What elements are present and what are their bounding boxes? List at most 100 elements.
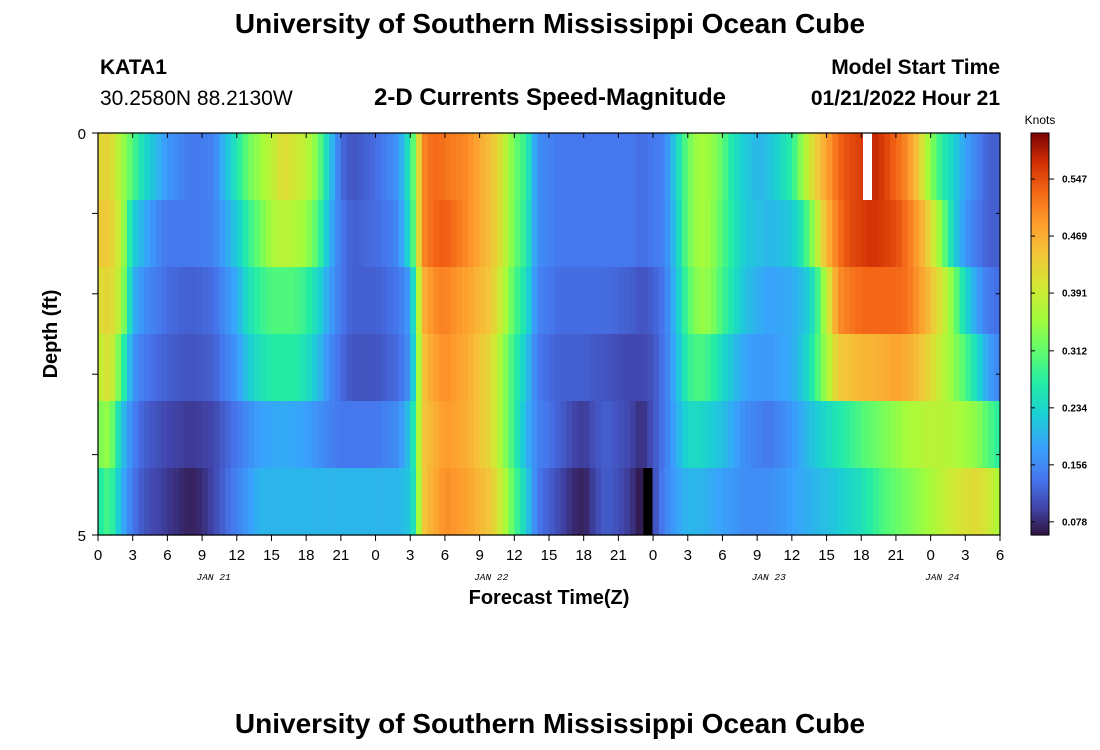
heat-cell bbox=[243, 267, 249, 335]
heat-cell bbox=[376, 401, 382, 469]
x-tick-label: 3 bbox=[129, 547, 137, 564]
heat-cell bbox=[821, 401, 827, 469]
heat-cell bbox=[514, 468, 520, 536]
heat-cell bbox=[578, 267, 584, 335]
heat-cell bbox=[798, 401, 804, 469]
heat-cell bbox=[260, 200, 266, 268]
heat-cell bbox=[642, 133, 648, 201]
heat-cell bbox=[896, 468, 902, 536]
heat-cell bbox=[746, 133, 752, 201]
heat-cell bbox=[526, 133, 532, 201]
heat-cell bbox=[561, 133, 567, 201]
colorbar-tick-label: 0.312 bbox=[1062, 346, 1087, 357]
heat-cell bbox=[98, 200, 104, 268]
heat-cell bbox=[456, 267, 462, 335]
heat-cell bbox=[138, 267, 144, 335]
heat-cell bbox=[601, 267, 607, 335]
heat-cell bbox=[324, 133, 330, 201]
heat-cell bbox=[717, 468, 723, 536]
heat-cell bbox=[561, 334, 567, 402]
heat-cell bbox=[884, 401, 890, 469]
heat-cell bbox=[942, 334, 948, 402]
heat-cell bbox=[925, 401, 931, 469]
heat-cell bbox=[936, 267, 942, 335]
heat-cell bbox=[318, 468, 324, 536]
heat-cell bbox=[746, 200, 752, 268]
heat-cell bbox=[809, 200, 815, 268]
heat-cell bbox=[757, 133, 763, 201]
heat-cell bbox=[283, 267, 289, 335]
heat-cell bbox=[514, 401, 520, 469]
heat-cell bbox=[803, 334, 809, 402]
heat-cell bbox=[110, 133, 116, 201]
heat-cell bbox=[653, 401, 659, 469]
heat-cell bbox=[919, 334, 925, 402]
heat-cell bbox=[144, 468, 150, 536]
heat-cell bbox=[404, 133, 410, 201]
heat-cell bbox=[173, 200, 179, 268]
heat-cell bbox=[977, 133, 983, 201]
heat-cell bbox=[902, 468, 908, 536]
heat-cell bbox=[630, 200, 636, 268]
heat-cell bbox=[659, 200, 665, 268]
heat-cell bbox=[861, 468, 867, 536]
heat-cell bbox=[855, 401, 861, 469]
heat-cell bbox=[960, 200, 966, 268]
heat-cell bbox=[971, 401, 977, 469]
heat-cell bbox=[618, 401, 624, 469]
heat-cell bbox=[584, 401, 590, 469]
heat-cell bbox=[636, 401, 642, 469]
heat-cell bbox=[792, 468, 798, 536]
heat-cell bbox=[254, 401, 260, 469]
heat-cell bbox=[150, 133, 156, 201]
heat-cell bbox=[347, 468, 353, 536]
heat-cell bbox=[416, 401, 422, 469]
heat-cell bbox=[566, 133, 572, 201]
heat-cell bbox=[988, 468, 994, 536]
heat-cell bbox=[503, 133, 509, 201]
heat-cell bbox=[572, 267, 578, 335]
heat-cell bbox=[873, 133, 879, 201]
heat-cell bbox=[832, 267, 838, 335]
heat-cell bbox=[329, 401, 335, 469]
heat-cell bbox=[815, 401, 821, 469]
heat-cell bbox=[121, 401, 127, 469]
heat-cell bbox=[659, 334, 665, 402]
heat-cell bbox=[769, 334, 775, 402]
colorbar-segment bbox=[1031, 133, 1049, 137]
heat-cell bbox=[936, 468, 942, 536]
heat-cell bbox=[653, 200, 659, 268]
heat-cell bbox=[711, 133, 717, 201]
heat-cell bbox=[428, 468, 434, 536]
heat-cell bbox=[358, 200, 364, 268]
heat-cell bbox=[931, 334, 937, 402]
heat-cell bbox=[433, 133, 439, 201]
heat-cell bbox=[127, 401, 133, 469]
heat-cell bbox=[167, 334, 173, 402]
heat-cell bbox=[399, 401, 405, 469]
heat-cell bbox=[98, 468, 104, 536]
heat-cell bbox=[769, 401, 775, 469]
heatmap-chart: 0 3 6 9 12 15 18 21 0 3 6 9 12 15 18 21 0 3 6 9 12 15 18 21 0 3 6J… bbox=[0, 0, 1100, 750]
heat-cell bbox=[277, 401, 283, 469]
heat-cell bbox=[451, 133, 457, 201]
heat-cell bbox=[919, 133, 925, 201]
heat-cell bbox=[410, 468, 416, 536]
heat-cell bbox=[572, 334, 578, 402]
heat-cell bbox=[376, 267, 382, 335]
heat-cell bbox=[462, 267, 468, 335]
heat-cell bbox=[191, 468, 197, 536]
heat-cell bbox=[451, 334, 457, 402]
heat-cell bbox=[890, 401, 896, 469]
heat-cell bbox=[613, 200, 619, 268]
heat-cell bbox=[809, 133, 815, 201]
heat-cell bbox=[630, 267, 636, 335]
heat-cell bbox=[462, 200, 468, 268]
heat-cell bbox=[965, 200, 971, 268]
heat-cell bbox=[387, 267, 393, 335]
heat-cell bbox=[948, 133, 954, 201]
heat-cell bbox=[474, 133, 480, 201]
heat-cell bbox=[537, 401, 543, 469]
heat-cell bbox=[277, 267, 283, 335]
heat-cell bbox=[855, 334, 861, 402]
